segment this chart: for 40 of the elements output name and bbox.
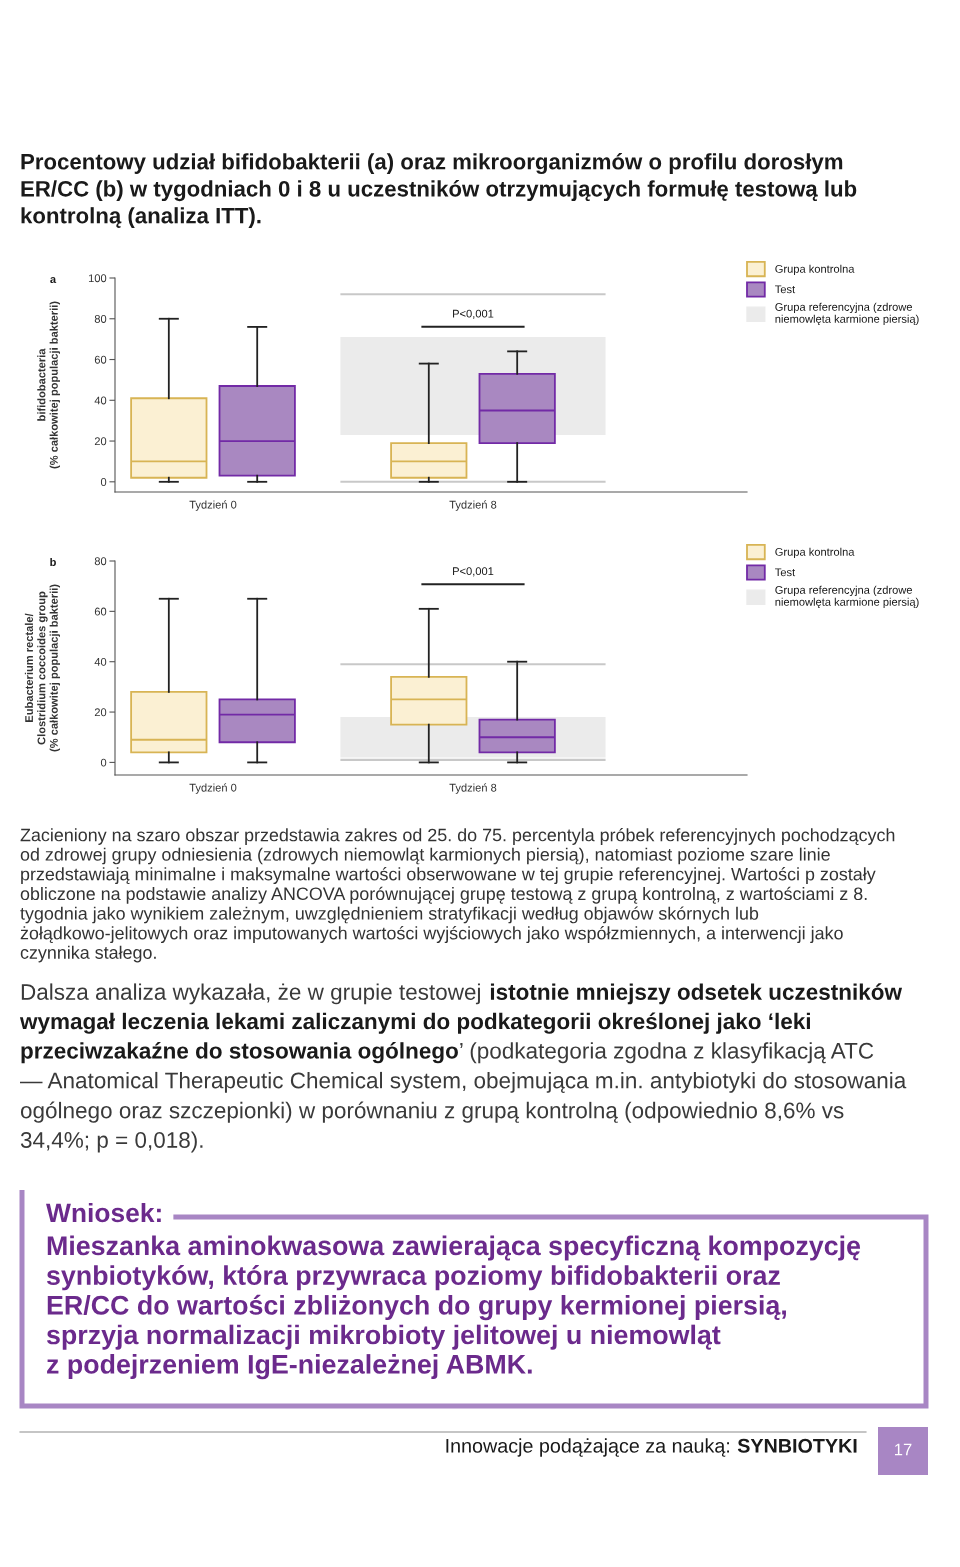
text: istotnie mniejszy odsetek uczestników: [490, 983, 903, 1005]
y-tick-label: 20: [94, 437, 107, 446]
y-tick-label: 40: [94, 657, 107, 666]
legend-label: Test: [775, 285, 796, 294]
legend-label: Grupa kontrolna: [775, 264, 855, 276]
text: Zacieniony na szaro obszar przedstawia zakres od 25. do 75. percentyla próbek referencyjnych pochodzących od zdrowej grupy odniesienia (zdrowych niemowląt karmionych piersią), natomiast poziome szare linie przedstawiają minimalne i maksymalne wartości obserwowane w tej grupie referencyjnej. Wartości p zostały obliczone na podstawie analizy ANCOVA porównującej grupę testową z grupą kontrolną, z wartościami z 8. tygodnia jako wynikiem zależnym, uwzględnieniem stratyfikacji według objawów skórnych lub żołądkowo-jelitowych oraz imputowanych wartości wyjściowych jako współzmiennych, a interwencji jako czynnika stałego.: [20, 828, 895, 963]
y-tick-label: 0: [100, 478, 107, 486]
legend-label: Grupa referencyjna (zdrowe niemowlęta karmione piersią): [775, 302, 919, 326]
text: wymagał leczenia lekami zaliczanymi do podkategorii określonej jako ‘leki: [19, 1012, 810, 1034]
text: — Anatomical Therapeutic Chemical system, obejmująca m.in. antybiotyki do stosowania ogólnego oraz szczepionki) w porównaniu z grupą kontrolną (odpowiednio 8,6% vs 34,4%; p = 0,018).: [20, 1071, 907, 1153]
text: Dalsza analiza wykazała, że w grupie testowej: [21, 983, 480, 1005]
legend-label: Grupa referencyjna (zdrowe niemowlęta karmione piersią): [775, 585, 919, 609]
y-axis-title: Eubacterium rectale/ Clostridium coccoides group (% całkowitej populacji bakterii): [24, 584, 60, 752]
y-tick-label: 20: [94, 708, 107, 717]
y-tick-label: 80: [94, 557, 107, 566]
text: Wniosek:: [46, 1202, 161, 1223]
y-axis-title: bifidobacteria (% całkowitej populacji bakterii): [37, 301, 60, 469]
x-tick-label: Tydzień 8: [449, 500, 497, 511]
annotation: P<0,001: [453, 309, 494, 319]
legend-label: Test: [775, 568, 796, 577]
text: SYNBIOTYKI: [737, 1438, 857, 1453]
annotation: P<0,001: [453, 567, 494, 577]
text: ’ (podkategoria zgodna z klasyfikacją ATC: [460, 1042, 874, 1064]
text: przeciwzakaźne do stosowania ogólnego: [21, 1042, 458, 1064]
legend-label: Grupa kontrolna: [775, 547, 855, 559]
y-tick-label: 60: [94, 607, 107, 616]
y-tick-label: 0: [100, 758, 107, 767]
x-tick-label: Tydzień 0: [189, 783, 237, 794]
y-tick-label: 100: [88, 274, 107, 283]
y-tick-label: 80: [94, 315, 107, 323]
x-tick-label: Tydzień 0: [189, 500, 237, 511]
y-tick-label: 60: [94, 355, 107, 364]
text: 17: [895, 1443, 912, 1456]
text: Mieszanka aminokwasowa zawierająca specyficzną kompozycję synbiotyków, która przywraca poziomy bifidobakterii oraz ER/CC do wartości zbliżonych do grupy kermionej piersią, sprzyja normalizacji mikrobioty jelitowej u niemowląt z podejrzeniem IgE-niezależnej ABMK.: [46, 1235, 861, 1380]
chart-title: Procentowy udział bifidobakterii (a) oraz mikroorganizmów o profilu dorosłym ER/CC (b) w tygodniach 0 i 8 u uczestników otrzymujących formułę testową lub kontrolną (analiza ITT).: [21, 153, 857, 228]
text: Innowacje podążające za nauką:: [446, 1438, 729, 1457]
text: a: [50, 277, 57, 284]
text: b: [50, 557, 56, 567]
x-tick-label: Tydzień 8: [449, 783, 497, 794]
y-tick-label: 40: [94, 396, 107, 405]
